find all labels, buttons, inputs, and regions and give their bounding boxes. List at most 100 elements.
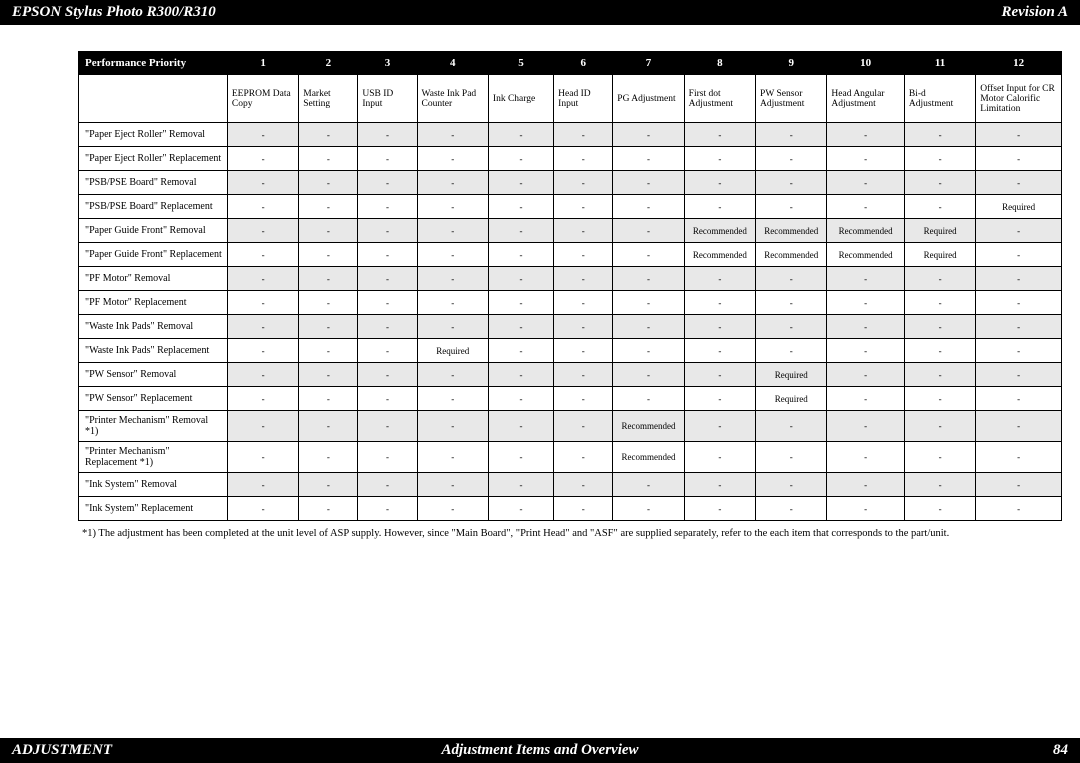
colheader-4: Waste Ink Pad Counter: [417, 75, 488, 123]
data-cell: -: [299, 291, 358, 315]
data-cell: -: [554, 195, 613, 219]
table-row: "Printer Mechanism" Replacement *1)-----…: [79, 442, 1062, 473]
header-num-2: 2: [299, 52, 358, 75]
data-cell: -: [976, 243, 1062, 267]
data-cell: -: [904, 363, 975, 387]
colheader-6: Head ID Input: [554, 75, 613, 123]
adjustment-table: Performance Priority 1 2 3 4 5 6 7 8 9 1…: [78, 51, 1062, 521]
data-cell: -: [488, 497, 553, 521]
task-cell: "PSB/PSE Board" Replacement: [79, 195, 228, 219]
data-cell: -: [488, 363, 553, 387]
data-cell: -: [299, 363, 358, 387]
data-cell: -: [488, 291, 553, 315]
data-cell: -: [554, 123, 613, 147]
data-cell: -: [227, 147, 298, 171]
header-num-11: 11: [904, 52, 975, 75]
data-cell: -: [827, 497, 904, 521]
task-cell: "Paper Guide Front" Replacement: [79, 243, 228, 267]
data-cell: Recommended: [827, 243, 904, 267]
data-cell: -: [976, 411, 1062, 442]
data-cell: -: [756, 171, 827, 195]
header-num-8: 8: [684, 52, 755, 75]
data-cell: -: [684, 123, 755, 147]
data-cell: -: [904, 411, 975, 442]
footer-bar: ADJUSTMENT Adjustment Items and Overview…: [0, 738, 1080, 763]
data-cell: -: [827, 195, 904, 219]
colheader-10: Head Angular Adjustment: [827, 75, 904, 123]
data-cell: -: [299, 497, 358, 521]
data-cell: -: [976, 442, 1062, 473]
data-cell: -: [827, 171, 904, 195]
data-cell: -: [976, 219, 1062, 243]
table-row: "Printer Mechanism" Removal *1)------Rec…: [79, 411, 1062, 442]
data-cell: Recommended: [684, 219, 755, 243]
data-cell: -: [358, 123, 417, 147]
data-cell: -: [904, 339, 975, 363]
data-cell: -: [227, 123, 298, 147]
data-cell: -: [227, 363, 298, 387]
data-cell: -: [488, 123, 553, 147]
data-cell: -: [299, 219, 358, 243]
task-cell: "Ink System" Replacement: [79, 497, 228, 521]
data-cell: -: [227, 291, 298, 315]
colheader-7: PG Adjustment: [613, 75, 684, 123]
data-cell: -: [684, 473, 755, 497]
header-num-3: 3: [358, 52, 417, 75]
task-cell: "PF Motor" Removal: [79, 267, 228, 291]
data-cell: -: [417, 363, 488, 387]
task-cell: "Ink System" Removal: [79, 473, 228, 497]
data-cell: -: [358, 243, 417, 267]
data-cell: -: [488, 267, 553, 291]
data-cell: -: [299, 442, 358, 473]
data-cell: -: [227, 171, 298, 195]
data-cell: -: [488, 473, 553, 497]
data-cell: -: [976, 339, 1062, 363]
data-cell: -: [684, 147, 755, 171]
content-area: Performance Priority 1 2 3 4 5 6 7 8 9 1…: [0, 25, 1080, 540]
data-cell: -: [756, 442, 827, 473]
data-cell: Recommended: [756, 219, 827, 243]
data-cell: -: [227, 387, 298, 411]
task-cell: "PF Motor" Replacement: [79, 291, 228, 315]
table-row: "PW Sensor" Replacement--------Required-…: [79, 387, 1062, 411]
table-row: "PSB/PSE Board" Replacement-----------Re…: [79, 195, 1062, 219]
data-cell: -: [613, 497, 684, 521]
data-cell: -: [684, 171, 755, 195]
table-row: "Paper Eject Roller" Removal------------: [79, 123, 1062, 147]
data-cell: Recommended: [827, 219, 904, 243]
data-cell: -: [358, 339, 417, 363]
data-cell: -: [613, 267, 684, 291]
data-cell: -: [976, 363, 1062, 387]
data-cell: -: [554, 171, 613, 195]
data-cell: -: [976, 147, 1062, 171]
footer-right: 84: [1053, 742, 1068, 759]
table-row: "PF Motor" Replacement------------: [79, 291, 1062, 315]
data-cell: -: [358, 411, 417, 442]
data-cell: -: [904, 123, 975, 147]
data-cell: -: [756, 267, 827, 291]
task-cell: "Waste Ink Pads" Removal: [79, 315, 228, 339]
data-cell: -: [488, 315, 553, 339]
data-cell: -: [684, 411, 755, 442]
data-cell: -: [417, 411, 488, 442]
header-num-5: 5: [488, 52, 553, 75]
table-row: "Waste Ink Pads" Replacement---Required-…: [79, 339, 1062, 363]
table-row: "PSB/PSE Board" Removal------------: [79, 171, 1062, 195]
data-cell: -: [554, 363, 613, 387]
header-num-10: 10: [827, 52, 904, 75]
data-cell: -: [613, 315, 684, 339]
data-cell: -: [976, 123, 1062, 147]
data-cell: -: [613, 363, 684, 387]
data-cell: -: [299, 243, 358, 267]
colheader-2: Market Setting: [299, 75, 358, 123]
data-cell: -: [488, 339, 553, 363]
data-cell: -: [227, 267, 298, 291]
table-row: "Paper Guide Front" Replacement-------Re…: [79, 243, 1062, 267]
data-cell: -: [684, 497, 755, 521]
data-cell: -: [904, 387, 975, 411]
data-cell: -: [417, 387, 488, 411]
data-cell: -: [358, 195, 417, 219]
data-cell: -: [756, 339, 827, 363]
header-num-6: 6: [554, 52, 613, 75]
data-cell: -: [756, 195, 827, 219]
